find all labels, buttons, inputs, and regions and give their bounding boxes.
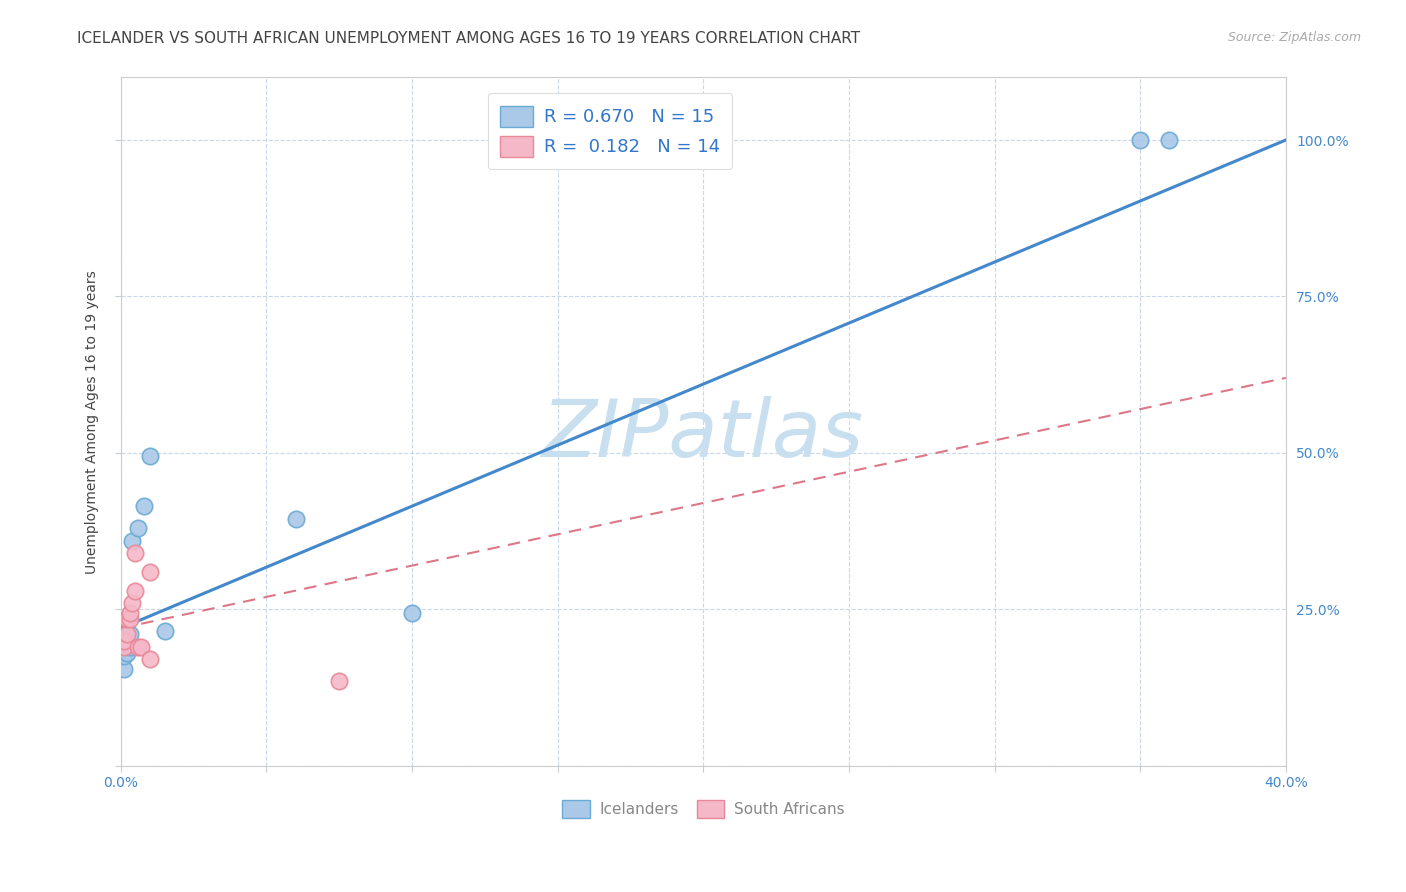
Point xyxy=(328,674,350,689)
Point xyxy=(118,606,141,620)
Point xyxy=(115,627,138,641)
Point xyxy=(1129,133,1152,147)
Point xyxy=(115,646,138,660)
Point xyxy=(139,449,162,463)
Point xyxy=(134,499,156,513)
Point xyxy=(401,606,423,620)
Point xyxy=(118,640,141,654)
Point xyxy=(121,533,143,548)
Point xyxy=(284,511,307,525)
Point xyxy=(115,637,138,651)
Point xyxy=(124,546,146,560)
Point xyxy=(1159,133,1181,147)
Point xyxy=(112,633,135,648)
Point xyxy=(139,652,162,666)
Point xyxy=(112,649,135,664)
Point xyxy=(112,640,135,654)
Point xyxy=(153,624,176,639)
Point xyxy=(127,521,149,535)
Legend: Icelanders, South Africans: Icelanders, South Africans xyxy=(557,794,851,823)
Text: ICELANDER VS SOUTH AFRICAN UNEMPLOYMENT AMONG AGES 16 TO 19 YEARS CORRELATION CH: ICELANDER VS SOUTH AFRICAN UNEMPLOYMENT … xyxy=(77,31,860,46)
Point xyxy=(118,612,141,626)
Point xyxy=(124,583,146,598)
Point xyxy=(112,662,135,676)
Text: Source: ZipAtlas.com: Source: ZipAtlas.com xyxy=(1227,31,1361,45)
Point xyxy=(118,627,141,641)
Text: ZIPatlas: ZIPatlas xyxy=(543,396,865,475)
Y-axis label: Unemployment Among Ages 16 to 19 years: Unemployment Among Ages 16 to 19 years xyxy=(86,269,100,574)
Point xyxy=(115,612,138,626)
Point xyxy=(121,596,143,610)
Point xyxy=(129,640,152,654)
Point xyxy=(139,565,162,579)
Point xyxy=(127,640,149,654)
